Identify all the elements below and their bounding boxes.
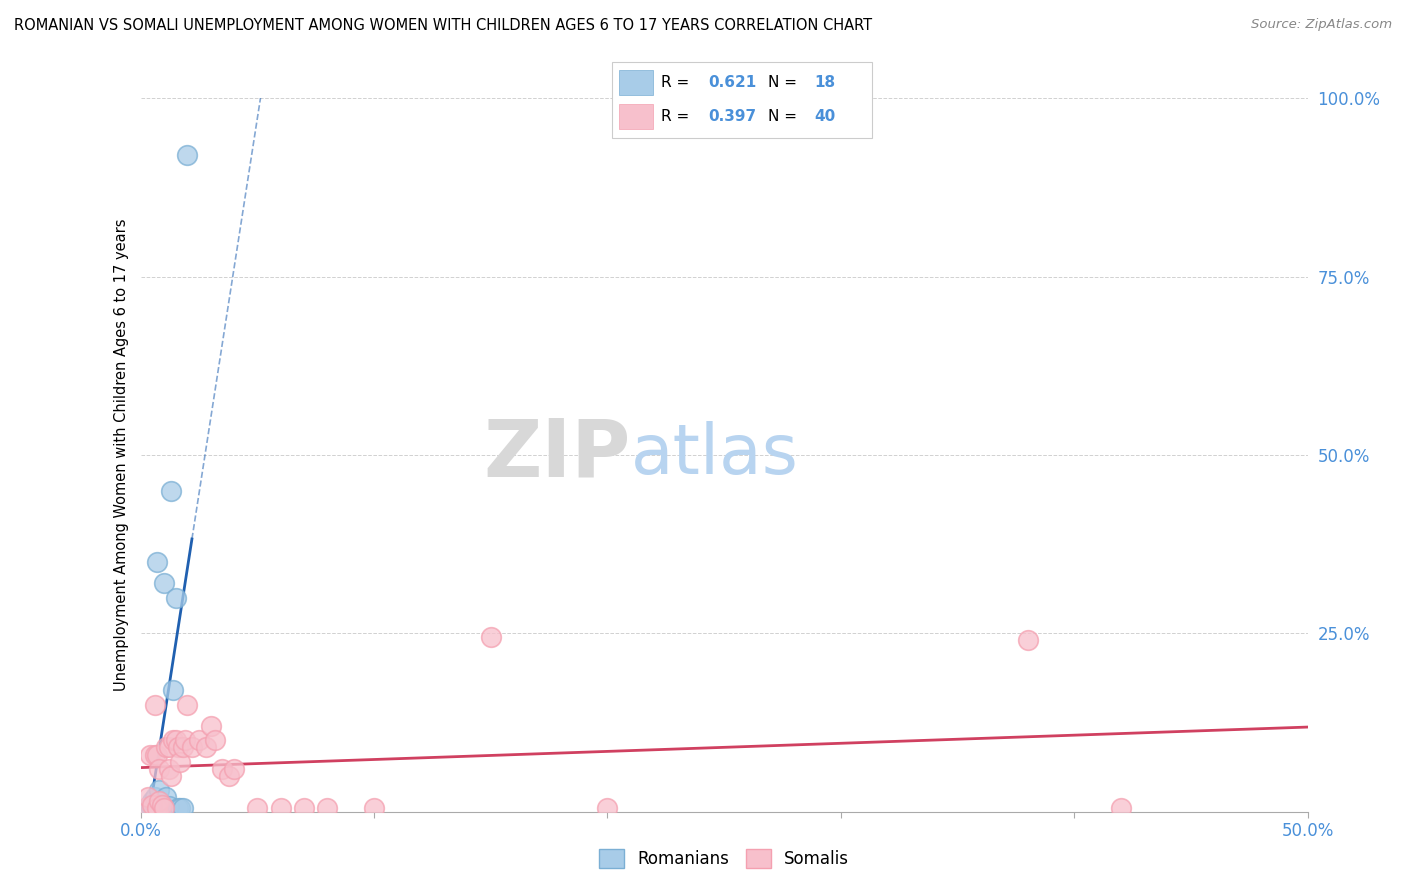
Point [155,740,177,755]
Text: N =: N = [768,75,801,90]
Point [172,740,194,755]
Point [176,148,198,162]
Point [246,801,269,815]
Text: ZIP: ZIP [484,416,631,494]
Point [169,801,191,815]
Text: Source: ZipAtlas.com: Source: ZipAtlas.com [1251,18,1392,31]
Text: R =: R = [661,75,695,90]
Point [162,733,184,747]
Point [155,790,177,805]
Point [148,762,170,776]
Point [200,719,222,733]
Point [141,797,163,812]
Point [160,483,183,498]
Point [174,733,197,747]
FancyBboxPatch shape [612,62,872,138]
Point [153,801,176,815]
Point [172,801,194,815]
Point [146,747,169,762]
Text: 0.397: 0.397 [707,109,756,124]
Point [222,762,245,776]
Point [157,762,180,776]
Point [157,799,180,814]
Point [150,797,173,812]
Point [146,801,169,815]
Point [596,801,619,815]
Point [167,740,190,755]
FancyBboxPatch shape [620,104,654,129]
Point [270,801,292,815]
Point [134,801,156,815]
Point [181,740,204,755]
Point [141,794,163,808]
Point [292,801,315,815]
Point [148,783,170,797]
FancyBboxPatch shape [620,70,654,95]
Point [1109,801,1132,815]
Point [479,630,502,644]
Point [165,733,187,747]
Point [316,801,339,815]
Point [146,555,169,569]
Point [146,799,169,814]
Point [136,790,159,805]
Text: ROMANIAN VS SOMALI UNEMPLOYMENT AMONG WOMEN WITH CHILDREN AGES 6 TO 17 YEARS COR: ROMANIAN VS SOMALI UNEMPLOYMENT AMONG WO… [14,18,872,33]
Point [1017,633,1039,648]
Point [363,801,385,815]
Point [167,801,190,815]
Point [150,797,173,812]
Point [218,769,240,783]
Text: 18: 18 [814,75,835,90]
Point [143,747,166,762]
Point [157,740,180,755]
Text: 0.621: 0.621 [707,75,756,90]
Text: 40: 40 [814,109,835,124]
Text: atlas: atlas [631,421,799,489]
Point [162,683,184,698]
Point [204,733,226,747]
Point [139,747,162,762]
Point [165,591,187,605]
Point [153,576,176,591]
Point [143,790,166,805]
Point [136,801,159,815]
Point [143,698,166,712]
Point [160,769,183,783]
Point [188,733,211,747]
Point [139,797,162,812]
Point [148,794,170,808]
Text: N =: N = [768,109,801,124]
Point [211,762,233,776]
Legend: Romanians, Somalis: Romanians, Somalis [592,843,856,875]
Point [169,755,191,769]
Point [194,740,217,755]
Point [176,698,198,712]
Text: R =: R = [661,109,695,124]
Y-axis label: Unemployment Among Women with Children Ages 6 to 17 years: Unemployment Among Women with Children A… [114,219,129,691]
